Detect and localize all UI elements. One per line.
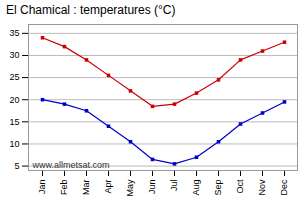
svg-text:35: 35 (9, 28, 19, 38)
svg-text:30: 30 (9, 50, 19, 60)
svg-text:10: 10 (9, 139, 19, 149)
svg-text:20: 20 (9, 95, 19, 105)
svg-text:5: 5 (14, 161, 19, 171)
svg-text:15: 15 (9, 117, 19, 127)
svg-text:Feb: Feb (59, 180, 69, 196)
svg-text:Mar: Mar (81, 179, 91, 195)
svg-text:www.allmetsat.com: www.allmetsat.com (32, 160, 110, 170)
svg-text:May: May (125, 179, 135, 197)
svg-text:Nov: Nov (257, 179, 267, 196)
svg-text:Apr: Apr (103, 180, 113, 194)
svg-text:Sep: Sep (213, 180, 223, 196)
svg-text:Jul: Jul (169, 180, 179, 192)
svg-text:Aug: Aug (191, 180, 201, 196)
svg-text:Jan: Jan (37, 180, 47, 195)
svg-text:Dec: Dec (279, 179, 289, 196)
html-text:El Chamical : temperatures (°C: El Chamical : temperatures (°C) (6, 3, 176, 17)
svg-text:25: 25 (9, 72, 19, 82)
svg-text:Oct: Oct (235, 179, 245, 194)
svg-text:Jun: Jun (147, 180, 157, 195)
